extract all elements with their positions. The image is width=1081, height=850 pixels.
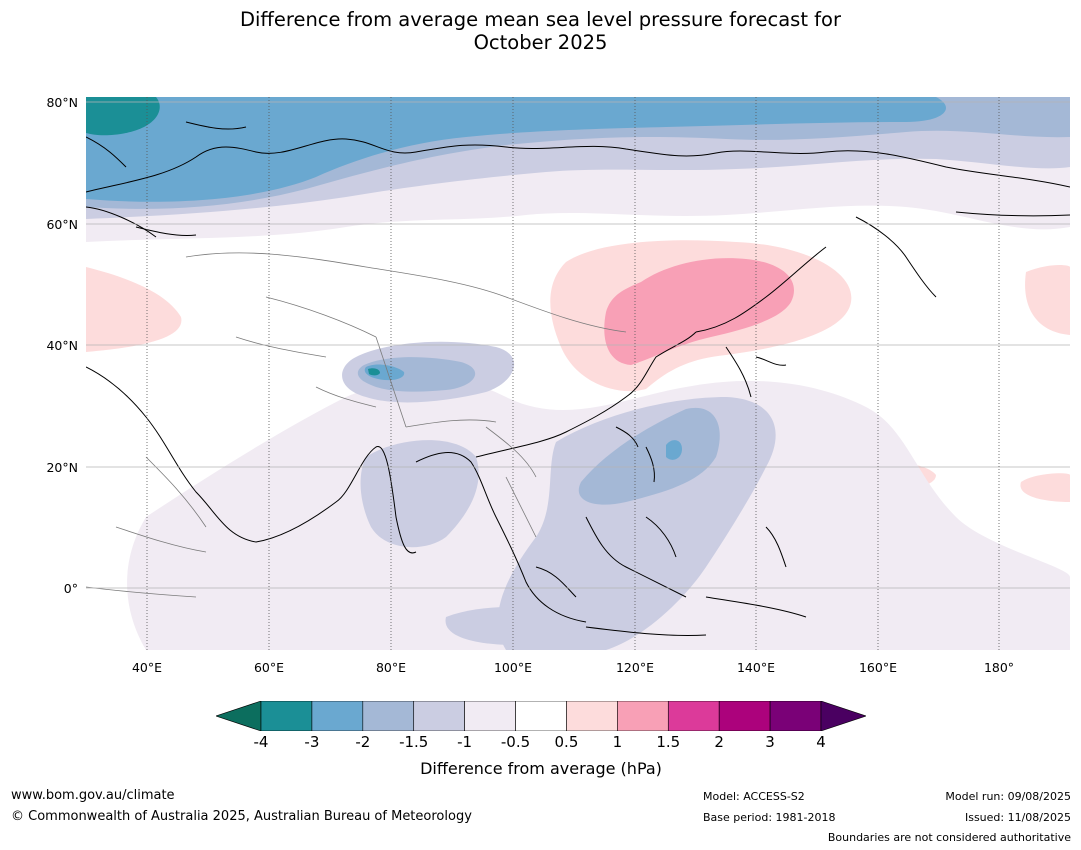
lon-label-180: 180° <box>983 660 1015 675</box>
pacific-positive-region-3 <box>1020 473 1070 502</box>
lat-label-20n: 20°N <box>46 460 78 475</box>
footer-disclaimer: Boundaries are not considered authoritat… <box>827 831 1071 844</box>
colorbar-segment <box>362 701 415 731</box>
latitude-gridlines <box>86 101 1070 589</box>
colorbar-tick-label: -3 <box>304 733 320 751</box>
colorbar-over-extension <box>820 701 866 731</box>
colorbar-segment <box>515 701 567 731</box>
colorbar-segment <box>769 701 822 731</box>
colorbar-tick-label: 1.5 <box>656 733 681 751</box>
colorbar-segment <box>464 701 516 731</box>
lon-label-160e: 160°E <box>858 660 897 675</box>
pressure-anomaly-map <box>86 97 1070 650</box>
west-pacific-negative-strong-region <box>578 407 720 505</box>
lon-label-140e: 140°E <box>736 660 775 675</box>
map-canvas <box>86 97 1070 650</box>
lon-label-40e: 40°E <box>131 660 163 675</box>
title-line-1: Difference from average mean sea level p… <box>240 8 841 31</box>
lon-label-80e: 80°E <box>375 660 407 675</box>
footer-model-run: Model run: 09/08/2025 <box>945 790 1071 803</box>
colorbar-tick-label: -4 <box>253 733 269 751</box>
coastlines <box>86 121 1070 636</box>
colorbar-tick-label: 0.5 <box>554 733 579 751</box>
title-line-2: October 2025 <box>473 31 608 54</box>
footer-base-period: Base period: 1981-2018 <box>703 811 836 824</box>
colorbar-segment <box>718 701 771 731</box>
colorbar-segment <box>566 701 618 731</box>
colorbar-segment <box>667 701 720 731</box>
colorbar-label: Difference from average (hPa) <box>420 759 662 778</box>
lon-label-100e: 100°E <box>493 660 532 675</box>
colorbar-tick-label: -1 <box>457 733 473 751</box>
colorbar-tick-label: -0.5 <box>500 733 531 751</box>
country-borders <box>86 252 627 598</box>
lon-label-60e: 60°E <box>253 660 285 675</box>
footer-issued: Issued: 11/08/2025 <box>964 811 1071 824</box>
footer-website: www.bom.gov.au/climate <box>11 788 175 803</box>
longitude-gridlines <box>146 97 1000 650</box>
lat-label-60n: 60°N <box>46 217 78 232</box>
footer-model: Model: ACCESS-S2 <box>703 790 805 803</box>
chart-title: Difference from average mean sea level p… <box>0 8 1081 54</box>
colorbar-tick-label: 3 <box>765 733 775 751</box>
colorbar-tick-label: -2 <box>355 733 371 751</box>
arctic-negative-stronger-region <box>86 97 946 202</box>
colorbar-tick-label: 1 <box>612 733 623 751</box>
manchuria-positive-strong-region <box>604 258 794 365</box>
lon-label-120e: 120°E <box>615 660 654 675</box>
colorbar-under-extension <box>216 701 262 731</box>
tibet-negative-peak-region <box>368 368 380 376</box>
colorbar-tick-label: -1.5 <box>399 733 429 751</box>
colorbar-tick-label: 2 <box>714 733 724 751</box>
lat-label-0: 0° <box>63 581 78 596</box>
colorbar-segment <box>260 701 313 731</box>
pacific-positive-region-1 <box>1025 264 1070 335</box>
west-positive-region <box>86 267 182 352</box>
colorbar-segment <box>311 701 364 731</box>
arctic-negative-strongest-region <box>86 97 160 136</box>
colorbar <box>216 701 866 731</box>
west-pacific-negative-core-region <box>666 440 682 460</box>
colorbar-segment <box>413 701 465 731</box>
footer-copyright: © Commonwealth of Australia 2025, Austra… <box>11 809 472 824</box>
colorbar-segment <box>617 701 669 731</box>
lat-label-40n: 40°N <box>46 338 78 353</box>
colorbar-tick-label: 4 <box>816 733 826 751</box>
lat-label-80n: 80°N <box>46 95 78 110</box>
indian-ocean-negative-region <box>445 607 578 645</box>
